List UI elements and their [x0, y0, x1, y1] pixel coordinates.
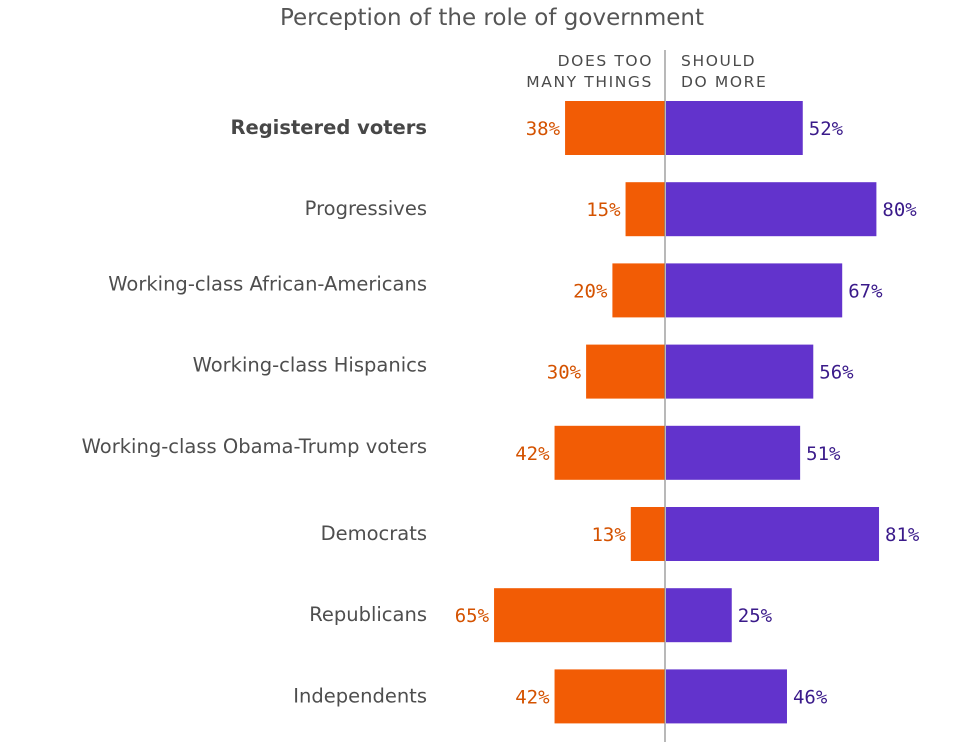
- category-label: Working-class Hispanics: [193, 354, 427, 377]
- left-value-label: 65%: [455, 605, 490, 627]
- chart-row: Working-class Obama-Trump voters 42% 51%: [82, 425, 841, 480]
- left-bar: [494, 588, 665, 643]
- right-bar: [666, 344, 814, 399]
- category-label: Republicans: [309, 603, 427, 626]
- right-value-label: 56%: [819, 362, 854, 384]
- right-column-header: SHOULD DO MORE: [681, 52, 767, 91]
- left-value-label: 13%: [591, 524, 626, 546]
- chart-row: Democrats 13% 81%: [321, 507, 920, 561]
- right-bar: [666, 669, 787, 724]
- right-value-label: 67%: [848, 280, 883, 302]
- left-value-label: 20%: [573, 280, 608, 302]
- left-bar: [554, 669, 665, 724]
- chart-row: Republicans 65% 25%: [309, 588, 773, 643]
- left-bar: [625, 182, 665, 237]
- right-bar: [666, 425, 801, 480]
- right-value-label: 81%: [885, 524, 920, 546]
- category-label: Registered voters: [230, 116, 427, 139]
- chart-row: Working-class African-Americans 20% 67%: [108, 263, 883, 318]
- left-bar: [612, 263, 665, 318]
- left-value-label: 42%: [515, 686, 550, 708]
- left-value-label: 15%: [586, 199, 621, 221]
- left-value-label: 42%: [515, 443, 550, 465]
- chart-row: Independents 42% 46%: [293, 669, 828, 724]
- right-bar: [666, 507, 880, 561]
- category-label: Democrats: [321, 522, 427, 545]
- chart-title: Perception of the role of government: [280, 5, 704, 31]
- right-bar: [666, 182, 877, 237]
- left-value-label: 38%: [526, 118, 561, 140]
- chart-row: Registered voters 38% 52%: [230, 101, 844, 155]
- left-header-line-1: DOES TOO: [558, 52, 653, 70]
- right-value-label: 25%: [738, 605, 773, 627]
- right-bar: [666, 588, 732, 643]
- right-header-line-1: SHOULD: [681, 52, 756, 70]
- right-value-label: 51%: [806, 443, 841, 465]
- category-label: Progressives: [305, 197, 427, 220]
- left-bar: [565, 101, 665, 155]
- right-bar: [666, 263, 843, 318]
- left-bar: [586, 344, 665, 399]
- left-value-label: 30%: [547, 362, 582, 384]
- category-label: Working-class African-Americans: [108, 272, 427, 295]
- chart-row: Progressives 15% 80%: [305, 182, 917, 237]
- right-header-line-2: DO MORE: [681, 73, 767, 91]
- left-header-line-2: MANY THINGS: [526, 73, 653, 91]
- left-bar: [630, 507, 665, 561]
- category-label: Independents: [293, 684, 427, 707]
- chart-rows: Registered voters 38% 52% Progressives 15% 80…: [82, 101, 920, 724]
- left-bar: [554, 425, 665, 480]
- right-value-label: 46%: [793, 686, 828, 708]
- right-value-label: 80%: [882, 199, 917, 221]
- category-label: Working-class Obama-Trump voters: [82, 435, 427, 458]
- right-value-label: 52%: [809, 118, 844, 140]
- right-bar: [666, 101, 803, 155]
- left-column-header: DOES TOO MANY THINGS: [526, 52, 653, 91]
- chart-row: Working-class Hispanics 30% 56%: [193, 344, 854, 399]
